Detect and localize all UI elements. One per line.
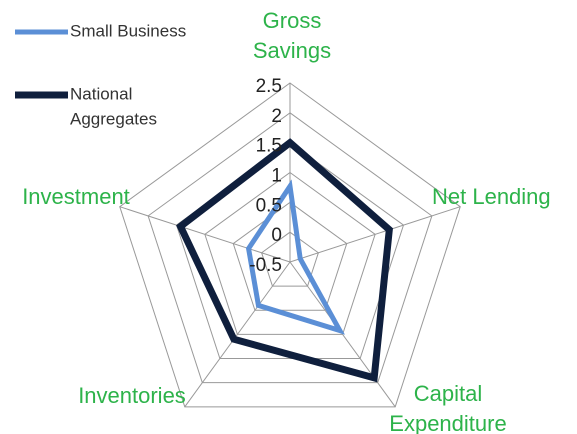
r-tick-label: 1.5 — [256, 136, 282, 157]
category-label: Expenditure — [389, 411, 506, 434]
spoke — [119, 206, 291, 263]
grid-ring — [204, 171, 376, 335]
r-tick-label: 2.5 — [256, 76, 282, 97]
grid-ring — [261, 231, 319, 287]
category-label: Net Lending — [432, 184, 551, 209]
spoke — [289, 206, 461, 263]
category-label: Investment — [22, 184, 130, 209]
r-tick-label: 0.5 — [256, 195, 282, 216]
category-label: Savings — [253, 38, 331, 63]
category-label: Capital — [414, 381, 482, 406]
spoke — [289, 261, 396, 408]
legend-label: Aggregates — [70, 109, 157, 128]
legend-label: Small Business — [70, 21, 186, 40]
r-tick-label: 2 — [271, 106, 282, 127]
spoke — [184, 261, 291, 408]
grid-ring — [232, 201, 348, 311]
category-label: Inventories — [78, 383, 186, 408]
r-tick-label: 1 — [271, 166, 282, 187]
category-label: Gross — [263, 8, 322, 33]
legend-label: National — [70, 84, 132, 103]
series-line — [176, 138, 393, 383]
r-tick-label: 0 — [271, 225, 282, 246]
r-tick-label: -0.5 — [249, 255, 282, 276]
series-line — [245, 179, 345, 335]
grid-ring — [147, 112, 433, 384]
grid-ring — [119, 82, 461, 408]
